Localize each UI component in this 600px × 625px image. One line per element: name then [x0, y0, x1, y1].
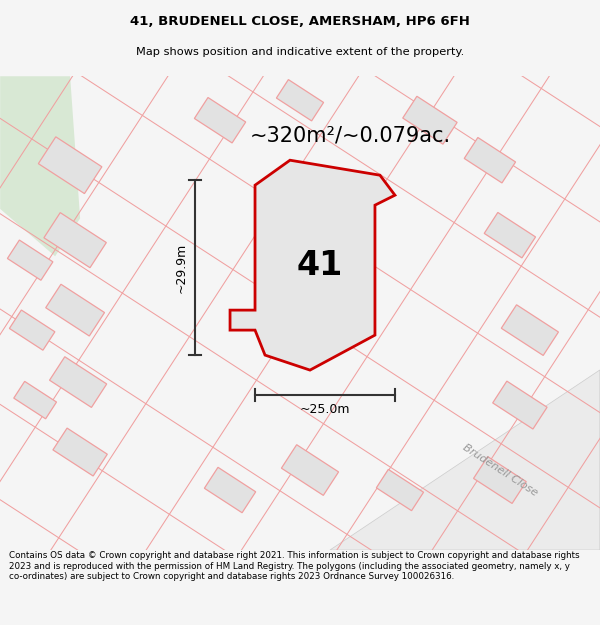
Polygon shape: [403, 96, 457, 144]
Polygon shape: [53, 428, 107, 476]
Polygon shape: [230, 160, 395, 370]
Polygon shape: [46, 284, 104, 336]
Polygon shape: [205, 468, 256, 512]
Polygon shape: [493, 381, 547, 429]
Text: Map shows position and indicative extent of the property.: Map shows position and indicative extent…: [136, 48, 464, 58]
Text: 41, BRUDENELL CLOSE, AMERSHAM, HP6 6FH: 41, BRUDENELL CLOSE, AMERSHAM, HP6 6FH: [130, 15, 470, 28]
Text: ~320m²/~0.079ac.: ~320m²/~0.079ac.: [250, 125, 451, 145]
Text: Brudenell Close: Brudenell Close: [461, 442, 539, 498]
Polygon shape: [277, 79, 323, 121]
Polygon shape: [50, 357, 107, 408]
Polygon shape: [484, 213, 536, 258]
Text: ~29.9m: ~29.9m: [175, 242, 188, 292]
Polygon shape: [0, 76, 80, 256]
Text: ~25.0m: ~25.0m: [300, 402, 350, 416]
Polygon shape: [7, 240, 53, 280]
Polygon shape: [473, 457, 526, 504]
Polygon shape: [38, 137, 102, 194]
Polygon shape: [281, 445, 338, 496]
Polygon shape: [44, 213, 106, 268]
Polygon shape: [376, 469, 424, 511]
Polygon shape: [194, 98, 246, 143]
Polygon shape: [14, 381, 56, 419]
Polygon shape: [502, 305, 559, 356]
Polygon shape: [10, 310, 55, 350]
Polygon shape: [464, 138, 515, 183]
Text: 41: 41: [297, 249, 343, 282]
Text: Contains OS data © Crown copyright and database right 2021. This information is : Contains OS data © Crown copyright and d…: [9, 551, 580, 581]
Polygon shape: [330, 370, 600, 550]
